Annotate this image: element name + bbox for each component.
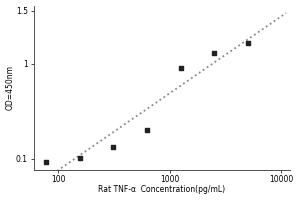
Point xyxy=(44,161,49,164)
Y-axis label: OD=450nm: OD=450nm xyxy=(6,65,15,110)
Point xyxy=(111,146,116,149)
Point xyxy=(212,52,217,55)
Point xyxy=(145,129,149,132)
Point xyxy=(77,157,82,160)
X-axis label: Rat TNF-α  Concentration(pg/mL): Rat TNF-α Concentration(pg/mL) xyxy=(98,185,226,194)
Point xyxy=(178,66,183,70)
Point xyxy=(245,41,250,44)
